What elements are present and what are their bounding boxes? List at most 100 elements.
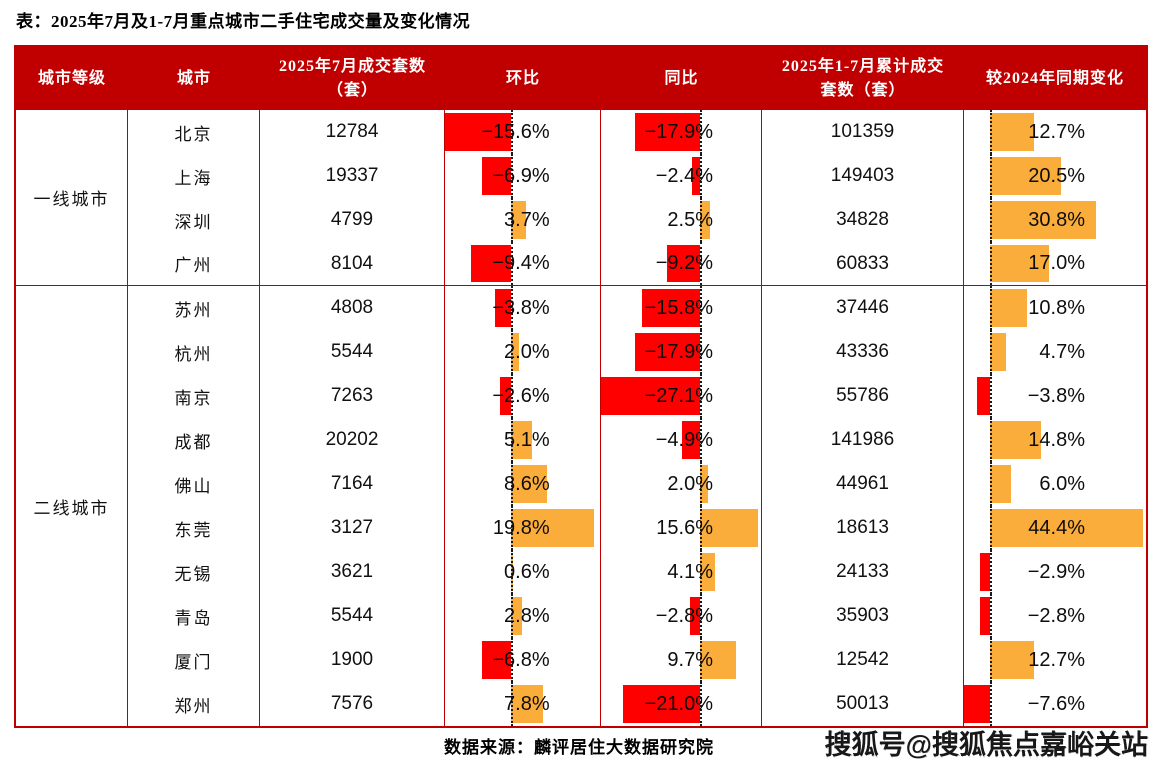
jul-volume-cell: 7164 <box>260 462 445 506</box>
city-cell: 厦门 <box>128 638 260 682</box>
vs-2024-bar-cell: 12.7% <box>964 110 1146 154</box>
zero-baseline-dotted-line <box>700 418 703 462</box>
vs-2024-percent-label: 12.7% <box>1028 120 1086 143</box>
vs-2024-percent-label: 17.0% <box>1028 252 1086 274</box>
mom-bar-cell: 3.7% <box>445 198 601 242</box>
city-cell: 成都 <box>128 418 260 462</box>
mom-bar <box>510 421 532 459</box>
cum-volume-cell: 37446 <box>762 286 964 330</box>
mom-bar-cell: −15.6% <box>445 110 601 154</box>
jul-volume-cell: 8104 <box>260 242 445 286</box>
zero-baseline-dotted-line <box>700 110 703 154</box>
mom-bar <box>510 201 527 239</box>
vs-2024-bar <box>990 509 1143 547</box>
yoy-bar <box>700 509 758 547</box>
vs-2024-bar-cell: −3.8% <box>964 374 1146 418</box>
vs-2024-bar <box>990 289 1028 327</box>
mom-bar <box>471 245 511 282</box>
jul-volume-cell: 3621 <box>260 550 445 594</box>
yoy-percent-label: 15.6% <box>656 516 713 539</box>
mom-bar <box>510 597 523 635</box>
zero-baseline-dotted-line <box>510 242 513 285</box>
cum-volume-cell: 44961 <box>762 462 964 506</box>
yoy-bar <box>682 421 701 459</box>
yoy-bar <box>642 289 701 327</box>
yoy-bar-cell: −21.0% <box>601 682 762 726</box>
zero-baseline-dotted-line <box>510 286 513 330</box>
mom-bar-cell: −2.6% <box>445 374 601 418</box>
zero-baseline-dotted-line <box>700 242 703 285</box>
yoy-bar-cell: −9.2% <box>601 242 762 286</box>
mom-bar <box>510 685 544 723</box>
vs-2024-bar <box>990 157 1061 195</box>
table-body: 一线城市 北京 12784 −15.6% −17.9% 101359 12.7% 上海 1933… <box>16 110 1146 726</box>
vs-2024-bar-cell: 30.8% <box>964 198 1146 242</box>
mom-percent-label: −9.4% <box>492 252 550 274</box>
zero-baseline-dotted-line <box>700 506 703 550</box>
city-cell: 杭州 <box>128 330 260 374</box>
jul-volume-cell: 4808 <box>260 286 445 330</box>
mom-bar-cell: 7.8% <box>445 682 601 726</box>
header-cell-cum-volume: 2025年1-7月累计成交套数（套） <box>781 57 945 99</box>
zero-baseline-dotted-line <box>510 682 513 726</box>
yoy-bar <box>600 377 701 415</box>
cum-volume-cell: 35903 <box>762 594 964 638</box>
yoy-bar-cell: −2.8% <box>601 594 762 638</box>
cum-volume-cell: 43336 <box>762 330 964 374</box>
vs-2024-bar <box>990 333 1007 371</box>
cum-volume-cell: 101359 <box>762 110 964 154</box>
mom-bar <box>494 289 511 327</box>
vs-2024-percent-label: −2.8% <box>1027 604 1086 627</box>
vs-2024-percent-label: 44.4% <box>1028 516 1086 539</box>
cum-volume-cell: 18613 <box>762 506 964 550</box>
zero-baseline-dotted-line <box>510 550 513 594</box>
zero-baseline-dotted-line <box>990 550 993 594</box>
vs-2024-percent-label: 6.0% <box>1039 472 1086 495</box>
mom-bar <box>445 113 511 151</box>
page-title: 表：2025年7月及1-7月重点城市二手住宅成交量及变化情况 <box>16 12 471 31</box>
zero-baseline-dotted-line <box>510 594 513 638</box>
vs-2024-bar-cell: 4.7% <box>964 330 1146 374</box>
zero-baseline-dotted-line <box>700 154 703 198</box>
yoy-bar <box>634 333 701 371</box>
vs-2024-bar-cell: 14.8% <box>964 418 1146 462</box>
tier-cell: 二线城市 <box>16 286 128 726</box>
header-cell-city: 城市 <box>176 69 211 87</box>
vs-2024-bar <box>990 245 1049 282</box>
zero-baseline-dotted-line <box>510 330 513 374</box>
mom-percent-label: −2.6% <box>492 384 550 407</box>
jul-volume-cell: 4799 <box>260 198 445 242</box>
yoy-percent-label: −17.9% <box>644 340 713 363</box>
mom-percent-label: −6.8% <box>492 648 550 671</box>
cum-volume-cell: 60833 <box>762 242 964 286</box>
mom-percent-label: 2.0% <box>504 340 550 363</box>
zero-baseline-dotted-line <box>510 506 513 550</box>
vs-2024-bar <box>976 377 990 415</box>
zero-baseline-dotted-line <box>700 330 703 374</box>
vs-2024-bar-cell: −2.9% <box>964 550 1146 594</box>
yoy-percent-label: −21.0% <box>644 692 713 715</box>
city-cell: 东莞 <box>128 506 260 550</box>
zero-baseline-dotted-line <box>700 198 703 242</box>
zero-baseline-dotted-line <box>990 374 993 418</box>
vs-2024-bar <box>990 421 1041 459</box>
jul-volume-cell: 7263 <box>260 374 445 418</box>
vs-2024-percent-label: −2.9% <box>1027 560 1086 583</box>
cum-volume-cell: 149403 <box>762 154 964 198</box>
data-source-note: 数据来源：麟评居住大数据研究院 <box>444 738 714 757</box>
jul-volume-cell: 5544 <box>260 594 445 638</box>
zero-baseline-dotted-line <box>990 462 993 506</box>
yoy-percent-label: −2.4% <box>655 164 713 187</box>
vs-2024-bar-cell: 6.0% <box>964 462 1146 506</box>
city-cell: 苏州 <box>128 286 260 330</box>
vs-2024-percent-label: 4.7% <box>1039 340 1086 363</box>
city-cell: 青岛 <box>128 594 260 638</box>
vs-2024-bar <box>990 113 1034 151</box>
yoy-percent-label: −17.9% <box>644 120 713 143</box>
city-cell: 无锡 <box>128 550 260 594</box>
yoy-bar <box>700 553 716 591</box>
mom-percent-label: 2.8% <box>504 604 550 627</box>
yoy-bar-cell: 2.5% <box>601 198 762 242</box>
yoy-bar <box>623 685 701 723</box>
yoy-bar-cell: 4.1% <box>601 550 762 594</box>
